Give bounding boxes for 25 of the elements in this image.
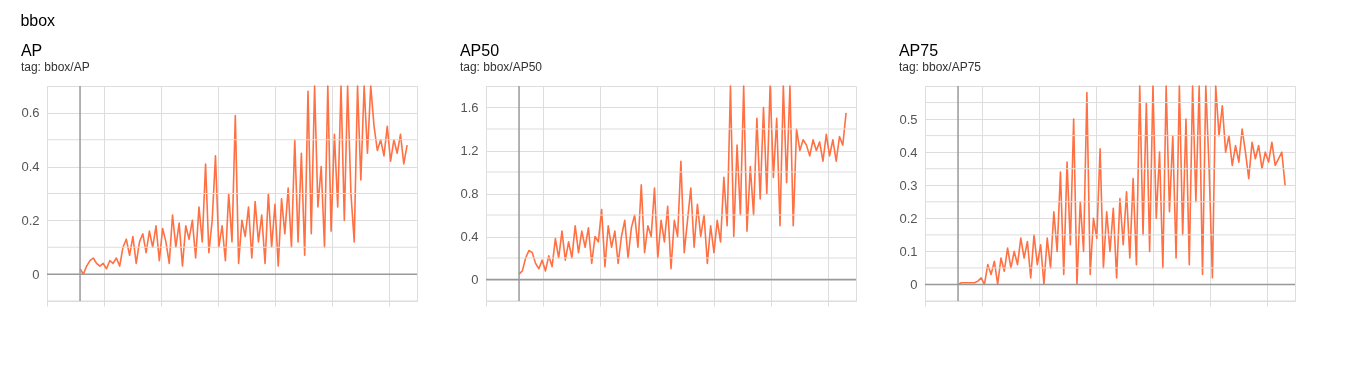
y-tick-label: 0.6 [21, 105, 40, 121]
y-tick-label: 0.8 [460, 186, 479, 201]
y-tick-label: 1.6 [460, 100, 479, 115]
y-tick-label: 0.4 [460, 229, 479, 244]
line-series [79, 85, 408, 275]
chart-subtitle: tag: bbox/AP50 [459, 60, 543, 75]
line-series [957, 85, 1286, 286]
y-tick-label: 0.3 [899, 177, 918, 193]
y-tick-label: 0.4 [899, 144, 918, 160]
y-tick-label: 0.5 [899, 111, 918, 127]
chart-title: AP75 [898, 42, 939, 60]
y-tick-label: 0.2 [21, 212, 40, 228]
y-tick-label: 1.2 [460, 143, 479, 158]
y-tick-label: 0.1 [899, 243, 918, 259]
y-tick-label: 0.2 [899, 210, 918, 226]
y-tick-label: 0 [32, 266, 40, 282]
chart-subtitle: tag: bbox/AP75 [898, 60, 982, 75]
chart-subtitle: tag: bbox/AP [20, 60, 90, 75]
text: bbox [20, 11, 56, 29]
line-series [518, 85, 847, 275]
y-tick-label: 0 [910, 276, 918, 292]
chart-title: AP [20, 42, 43, 60]
y-tick-label: 0 [471, 272, 479, 287]
chart-title: AP50 [459, 42, 500, 60]
y-tick-label: 0.4 [21, 159, 40, 175]
